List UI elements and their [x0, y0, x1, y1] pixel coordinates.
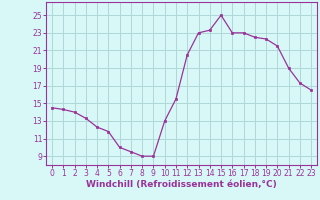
X-axis label: Windchill (Refroidissement éolien,°C): Windchill (Refroidissement éolien,°C) [86, 180, 277, 189]
